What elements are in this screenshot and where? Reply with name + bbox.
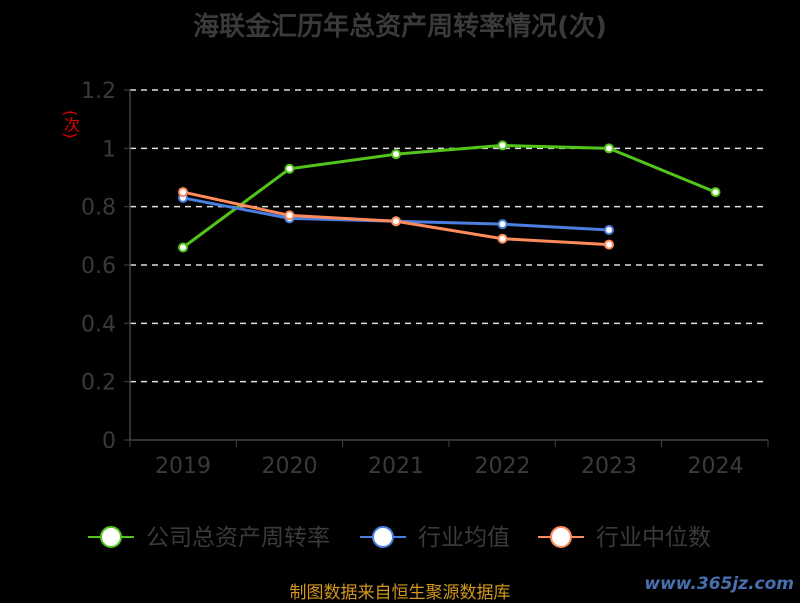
x-tick-label: 2019 bbox=[155, 454, 211, 479]
legend-label: 行业均值 bbox=[418, 525, 510, 551]
y-axis-label: (次) bbox=[61, 110, 80, 139]
data-point bbox=[284, 210, 295, 221]
data-point bbox=[497, 140, 508, 151]
series-line-0 bbox=[182, 143, 717, 249]
x-tick-label: 2024 bbox=[688, 454, 744, 479]
y-tick-label: 0 bbox=[102, 429, 116, 454]
data-point bbox=[604, 239, 614, 250]
y-tick-label: 0.2 bbox=[81, 371, 116, 396]
legend-label: 公司总资产周转率 bbox=[146, 525, 330, 551]
chart-title: 海联金汇历年总资产周转率情况(次) bbox=[193, 12, 607, 42]
data-point bbox=[710, 187, 721, 198]
x-tick-label: 2023 bbox=[581, 454, 637, 479]
legend-label: 行业中位数 bbox=[596, 525, 711, 551]
y-tick-label: 1 bbox=[102, 137, 116, 162]
y-tick-label: 0.8 bbox=[81, 196, 116, 221]
data-point bbox=[497, 233, 508, 244]
data-point bbox=[391, 216, 401, 227]
data-point bbox=[284, 163, 295, 174]
x-tick-label: 2021 bbox=[368, 454, 424, 479]
data-point bbox=[391, 149, 401, 160]
data-point bbox=[178, 187, 188, 198]
y-tick-label: 0.4 bbox=[81, 312, 116, 337]
legend-marker bbox=[372, 526, 394, 548]
data-point bbox=[178, 242, 188, 253]
watermark: www.365jz.com bbox=[644, 574, 794, 594]
data-point bbox=[604, 143, 614, 154]
data-point bbox=[497, 219, 508, 230]
x-tick-label: 2020 bbox=[262, 454, 318, 479]
y-tick-label: 0.6 bbox=[81, 254, 116, 279]
data-source: 制图数据来自恒生聚源数据库 bbox=[289, 583, 511, 603]
data-point bbox=[604, 225, 614, 235]
legend-marker bbox=[100, 526, 122, 548]
y-tick-label: 1.2 bbox=[81, 79, 116, 104]
x-tick-label: 2022 bbox=[475, 454, 531, 479]
legend-marker bbox=[550, 526, 572, 548]
